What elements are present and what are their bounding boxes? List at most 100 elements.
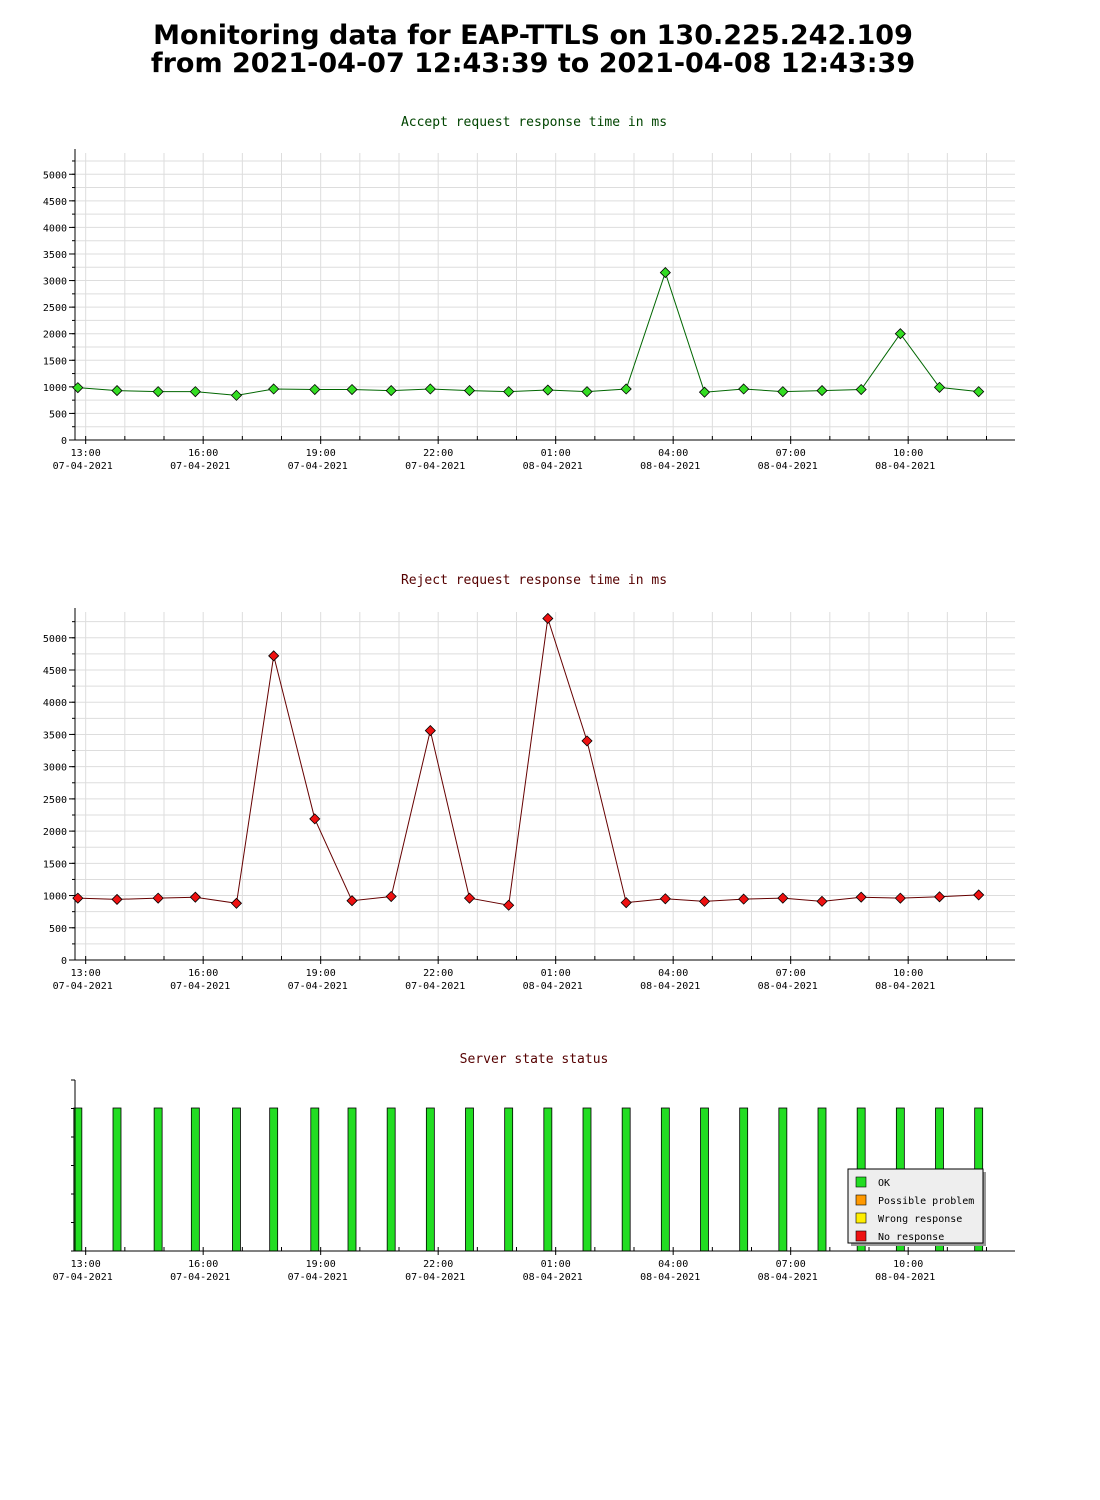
x-tick-label-time: 10:00 (893, 968, 923, 979)
x-tick-label-date: 08-04-2021 (758, 1272, 818, 1283)
data-point (777, 386, 789, 398)
x-tick-label-date: 08-04-2021 (758, 461, 818, 472)
data-point (659, 267, 671, 279)
status-bar (465, 1107, 474, 1252)
x-tick-label-time: 07:00 (776, 1259, 806, 1270)
x-tick-label-date: 07-04-2021 (53, 1272, 113, 1283)
data-point (894, 892, 906, 904)
x-tick-label-date: 07-04-2021 (53, 981, 113, 992)
legend-label: No response (878, 1232, 944, 1243)
data-point (385, 890, 397, 903)
data-point (385, 385, 397, 397)
x-tick-label-time: 16:00 (188, 448, 218, 459)
page-title: Monitoring data for EAP-TTLS on 130.225.… (0, 22, 1066, 78)
page-title-line-2: from 2021-04-07 12:43:39 to 2021-04-08 1… (150, 48, 916, 79)
x-tick-label-date: 07-04-2021 (405, 981, 465, 992)
x-tick-label-date: 07-04-2021 (288, 981, 348, 992)
y-tick-label: 0 (61, 436, 67, 447)
x-tick-label-date: 07-04-2021 (288, 1272, 348, 1283)
data-point (111, 385, 123, 397)
status-bar (190, 1107, 200, 1252)
x-tick-label-date: 08-04-2021 (640, 981, 700, 992)
x-tick-label-date: 08-04-2021 (523, 981, 583, 992)
data-point (933, 891, 946, 903)
legend-box (847, 1168, 984, 1244)
x-tick-label-time: 22:00 (423, 1259, 453, 1270)
x-tick-label-time: 07:00 (776, 968, 806, 979)
legend-swatch (855, 1230, 867, 1242)
data-point (346, 895, 358, 907)
x-tick-label-date: 08-04-2021 (758, 981, 818, 992)
x-tick-label-time: 13:00 (71, 1259, 101, 1270)
status-bar (621, 1107, 631, 1252)
x-tick-label-time: 04:00 (658, 1259, 688, 1270)
y-tick-label: 2500 (43, 795, 67, 806)
legend-label: OK (878, 1178, 890, 1189)
x-tick-label-date: 08-04-2021 (875, 1272, 935, 1283)
data-point (111, 893, 123, 905)
chart-title: Accept request response time in ms (401, 115, 667, 130)
data-point (309, 813, 321, 825)
y-tick-label: 4500 (43, 666, 67, 677)
data-point (855, 891, 867, 903)
y-tick-label: 0 (61, 956, 67, 967)
x-tick-label-time: 10:00 (893, 448, 923, 459)
y-tick-label: 1000 (43, 383, 67, 394)
x-tick-label-time: 07:00 (776, 448, 806, 459)
data-point (424, 383, 436, 395)
x-tick-label-time: 19:00 (306, 448, 336, 459)
data-point (309, 383, 321, 396)
x-tick-label-date: 07-04-2021 (405, 1272, 465, 1283)
y-tick-label: 2500 (43, 303, 67, 314)
y-tick-label: 4000 (43, 223, 67, 234)
data-point (346, 383, 358, 396)
status-bar (582, 1107, 592, 1252)
x-tick-label-time: 04:00 (658, 968, 688, 979)
x-tick-label-time: 22:00 (423, 448, 453, 459)
legend-swatch (855, 1212, 867, 1224)
chart-title: Server state status (460, 1052, 609, 1067)
x-tick-label-date: 07-04-2021 (288, 461, 348, 472)
y-tick-label: 1500 (43, 356, 67, 367)
series-line (77, 618, 979, 906)
status-bar (543, 1107, 553, 1252)
status-bar (660, 1107, 670, 1252)
data-point (268, 650, 280, 662)
status-bar (112, 1107, 122, 1252)
data-point (620, 897, 632, 909)
x-tick-label-date: 07-04-2021 (53, 461, 113, 472)
data-point (463, 385, 476, 397)
status-bar (817, 1107, 827, 1252)
data-point (855, 383, 867, 396)
x-tick-label-date: 08-04-2021 (523, 1272, 583, 1283)
x-tick-label-date: 08-04-2021 (875, 461, 935, 472)
y-tick-label: 4500 (43, 197, 67, 208)
status-bar (386, 1107, 396, 1252)
x-tick-label-date: 07-04-2021 (405, 461, 465, 472)
data-point (72, 382, 84, 394)
y-tick-label: 5000 (43, 634, 67, 645)
data-point (698, 386, 711, 398)
data-point (698, 895, 711, 907)
data-point (189, 891, 201, 903)
data-point (542, 384, 554, 396)
x-tick-label-time: 01:00 (541, 448, 571, 459)
y-tick-label: 4000 (43, 698, 67, 709)
data-point (230, 389, 243, 401)
data-point (268, 383, 280, 395)
data-point (816, 895, 828, 907)
status-bar (310, 1107, 320, 1252)
x-tick-label-time: 16:00 (188, 968, 218, 979)
data-point (659, 893, 671, 905)
x-tick-label-time: 19:00 (306, 1259, 336, 1270)
data-point (933, 381, 946, 393)
status-bar (269, 1107, 279, 1252)
reject-response-chart: Reject request response time in ms 13:00 0… (43, 573, 1015, 992)
data-point (72, 892, 84, 904)
y-tick-label: 2000 (43, 330, 67, 341)
y-tick-label: 3000 (43, 277, 67, 288)
legend-swatch (855, 1194, 867, 1206)
x-tick-label-date: 07-04-2021 (170, 461, 230, 472)
data-point (620, 383, 632, 395)
data-point (424, 725, 436, 737)
